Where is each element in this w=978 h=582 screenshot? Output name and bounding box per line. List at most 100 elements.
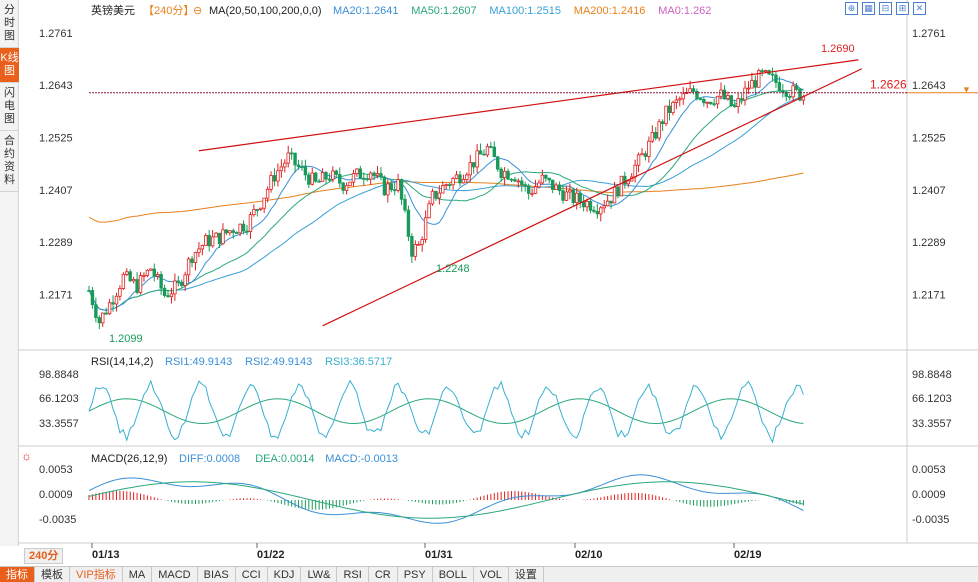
- diff-line: [88, 474, 804, 524]
- candle-body: [678, 98, 682, 101]
- candle-body: [248, 214, 253, 232]
- macd-tick-right: -0.0035: [912, 514, 949, 526]
- candle-body: [781, 90, 785, 93]
- ma-spec: MA(20,50,100,200,0,0): [209, 5, 322, 17]
- indicator-tab-boll[interactable]: BOLL: [433, 566, 474, 582]
- price-tick-right: 1.2525: [912, 132, 946, 144]
- indicator-tab-vol[interactable]: VOL: [474, 566, 509, 582]
- candle-body: [392, 189, 397, 192]
- indicator-tab-psy[interactable]: PSY: [398, 566, 433, 582]
- candle-body: [228, 230, 232, 234]
- indicator-tab-cr[interactable]: CR: [369, 566, 398, 582]
- ma-value-0: MA20:1.2641: [333, 5, 398, 17]
- indicator-tab-kdj[interactable]: KDJ: [268, 566, 302, 582]
- indicator-tab-macd[interactable]: MACD: [152, 566, 198, 582]
- tool-icon-2[interactable]: ⊟: [879, 2, 892, 15]
- candle-body: [715, 95, 720, 105]
- candle-body: [145, 269, 150, 276]
- sidebar-tab-0[interactable]: 分时图: [0, 0, 19, 48]
- candle-body: [413, 244, 418, 257]
- candle-body: [234, 232, 239, 234]
- indicator-tab-模板[interactable]: 模板: [35, 566, 70, 582]
- candle-body: [207, 235, 211, 247]
- sidebar-tab-3[interactable]: 合约资料: [0, 131, 19, 192]
- candle-body: [386, 183, 390, 196]
- ma-value-2: MA100:1.2515: [489, 5, 561, 17]
- rsi1-line: [88, 379, 804, 444]
- candle-body: [540, 174, 545, 184]
- candle-body: [502, 170, 507, 178]
- candle-body: [770, 73, 775, 76]
- tool-icon-1[interactable]: ▦: [862, 2, 875, 15]
- period-selector[interactable]: 240分: [24, 548, 64, 564]
- date-label: 02/10: [575, 549, 603, 561]
- candle-body: [726, 95, 730, 100]
- macd-tick-left: 0.0053: [39, 464, 73, 476]
- macd-tick-left: 0.0009: [39, 489, 73, 501]
- indicator-tab-cci[interactable]: CCI: [236, 566, 268, 582]
- candle-body: [485, 146, 490, 156]
- ma20-line: [88, 78, 804, 311]
- price-tick-right: 1.2289: [912, 237, 946, 249]
- candle-body: [760, 70, 764, 73]
- candle-body: [200, 245, 205, 250]
- candle-body: [310, 172, 314, 185]
- candle-body: [372, 172, 376, 176]
- candle-body: [245, 230, 249, 233]
- macd-tick-left: -0.0035: [39, 514, 76, 526]
- candle-body: [420, 239, 424, 245]
- candle-body: [190, 258, 194, 263]
- candle-body: [533, 186, 538, 194]
- candle-body: [743, 87, 747, 101]
- sidebar-tab-2[interactable]: 闪电图: [0, 83, 19, 131]
- indicator-tab-rsi[interactable]: RSI: [337, 566, 369, 582]
- candle-body: [317, 180, 321, 183]
- candle-body: [729, 95, 734, 106]
- candle-body: [341, 182, 345, 191]
- tool-icon-3[interactable]: ⊞: [896, 2, 909, 15]
- indicator-tab-指标[interactable]: 指标: [0, 566, 35, 582]
- candle-body: [142, 275, 146, 277]
- candle-body: [547, 177, 551, 181]
- candle-body: [482, 153, 486, 156]
- tool-icon-4[interactable]: ✕: [913, 2, 926, 15]
- candle-body: [581, 201, 586, 208]
- candle-body: [358, 168, 363, 179]
- candle-body: [166, 295, 170, 298]
- chart-area[interactable]: 英镑美元 【240分】⊖ MA(20,50,100,200,0,0) MA20:1.2…: [19, 0, 978, 566]
- candle-body: [671, 101, 675, 114]
- candle-body: [406, 209, 411, 237]
- sidebar-tab-1[interactable]: K线图: [0, 48, 19, 83]
- indicator-tab-lw&[interactable]: LW&: [301, 566, 338, 582]
- candle-body: [149, 268, 153, 271]
- candle-body: [544, 174, 548, 179]
- price-tick-right: 1.2171: [912, 289, 946, 301]
- price-tick-right: 1.2643: [912, 80, 946, 92]
- ma-value-1: MA50:1.2607: [411, 5, 476, 17]
- date-label: 01/13: [92, 549, 120, 561]
- ma-value-3: MA200:1.2416: [574, 5, 646, 17]
- candle-body: [750, 80, 754, 89]
- ma-value-4: MA0:1.262: [658, 5, 711, 17]
- candle-body: [640, 153, 644, 156]
- candle-body: [296, 164, 301, 167]
- macd-tick-right: 0.0053: [912, 464, 946, 476]
- indicator-tab-bias[interactable]: BIAS: [198, 566, 236, 582]
- candle-body: [265, 188, 270, 199]
- candle-body: [643, 153, 648, 157]
- tool-icon-0[interactable]: ⊕: [845, 2, 858, 15]
- candle-body: [214, 232, 218, 238]
- macd-title: MACD(26,12,9): [91, 453, 167, 465]
- candle-body: [571, 189, 576, 204]
- candle-body: [664, 105, 668, 125]
- indicator-tab-设置[interactable]: 设置: [509, 566, 544, 582]
- candle-body: [667, 105, 672, 114]
- indicator-tab-vip指标[interactable]: VIP指标: [70, 566, 123, 582]
- candle-body: [293, 152, 297, 166]
- candle-body: [733, 105, 737, 107]
- rsi-title: RSI(14,14,2): [91, 356, 153, 368]
- candle-body: [753, 80, 758, 88]
- candle-body: [334, 170, 339, 175]
- indicator-tab-ma[interactable]: MA: [123, 566, 153, 582]
- candle-body: [554, 184, 558, 190]
